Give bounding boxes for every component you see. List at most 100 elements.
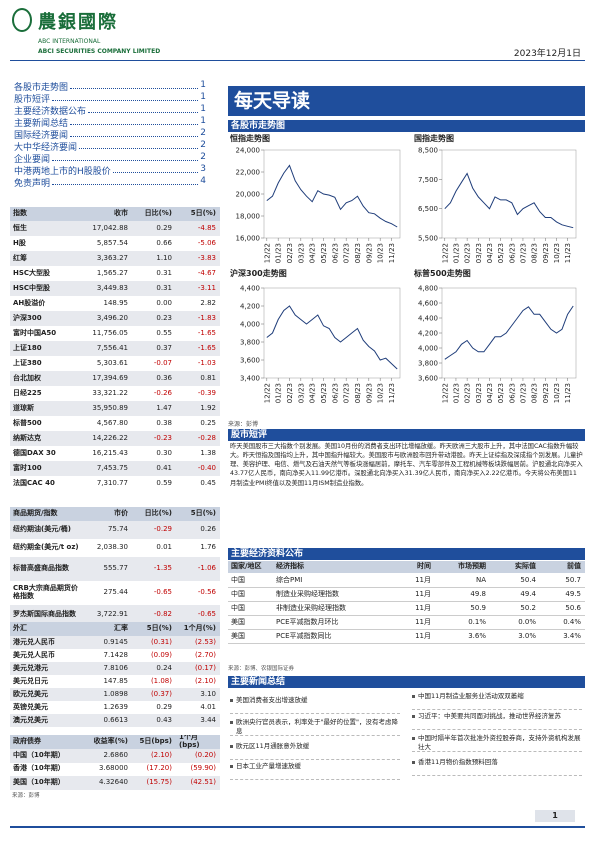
x-tick-label: 08/23	[354, 383, 362, 403]
table-cell: 0.29	[132, 221, 176, 236]
table-cell: 红筹	[10, 251, 80, 266]
table-cell: 11,756.05	[80, 326, 132, 341]
table-cell: -1.65	[176, 341, 220, 356]
table-cell: 上证180	[10, 341, 80, 356]
table-cell: AH股溢价	[10, 296, 80, 311]
y-tick-label: 5,500	[418, 235, 438, 243]
y-tick-label: 4,800	[418, 285, 438, 293]
x-tick-label: 07/23	[519, 243, 527, 263]
x-tick-label: 07/23	[343, 383, 351, 403]
table-cell: 5,857.54	[80, 236, 132, 251]
table-header: 市价	[80, 507, 132, 521]
table-cell: 2.6860	[80, 749, 132, 763]
table-header: 政府债券	[10, 735, 80, 749]
section-header: 股市短评	[228, 429, 585, 441]
x-tick-label: 01/23	[275, 243, 283, 263]
table-cell: HSC中型股	[10, 281, 80, 296]
table-cell: 1.0898	[80, 688, 132, 701]
table-cell: 3,363.27	[80, 251, 132, 266]
toc-leader	[70, 116, 199, 125]
table-cell: 0.55	[132, 326, 176, 341]
table-cell: 3.44	[176, 714, 220, 727]
table-cell: -1.06	[176, 557, 220, 581]
table-cell: 美国	[228, 630, 273, 644]
toc-leader	[70, 80, 199, 89]
news-bullet	[412, 761, 415, 764]
toc-title: 中港两地上市的H股股价	[14, 167, 111, 177]
table-cell: 7.8106	[80, 662, 132, 675]
toc-page: 2	[200, 128, 206, 138]
table-cell: (0.20)	[176, 749, 220, 763]
news-divider	[230, 759, 400, 760]
table-cell: 罗杰斯国际商品指数	[10, 605, 80, 625]
table-cell: -3.83	[176, 251, 220, 266]
toc-row: 中港两地上市的H股股价 3	[14, 164, 206, 177]
table-cell: 欧元兑美元	[10, 688, 80, 701]
toc-leader	[52, 152, 199, 161]
table-cell: 中国	[228, 602, 273, 616]
x-tick-label: 12/22	[263, 383, 271, 403]
table-cell: 0.31	[132, 281, 176, 296]
table-header: 外汇	[10, 622, 80, 636]
table-cell: 美国	[228, 616, 273, 630]
x-tick-label: 04/23	[486, 383, 494, 403]
table-cell: 0.0%	[490, 616, 540, 630]
table-cell: 17,042.88	[80, 221, 132, 236]
table-cell: 50.2	[490, 602, 540, 616]
charts: 恒指走势图 16,000 18,000 20,000 22,000 24,000 12/22…	[230, 134, 577, 403]
report-date: 2023年12月1日	[513, 49, 581, 59]
y-tick-label: 3,800	[418, 360, 438, 368]
table-header: 实际值	[490, 561, 540, 573]
table-cell: (0.17)	[176, 662, 220, 675]
table-cell: 35,950.89	[80, 401, 132, 416]
toc-row: 各股市走势图 1	[14, 80, 206, 93]
table-cell: 555.77	[80, 557, 132, 581]
chart-title: 沪深300走势图	[230, 268, 287, 278]
x-tick-label: 08/23	[531, 243, 539, 263]
x-tick-label: 12/22	[441, 243, 449, 263]
news-bullet	[230, 765, 233, 768]
news-divider	[230, 779, 400, 780]
table-cell: (0.37)	[132, 688, 176, 701]
toc-leader	[52, 92, 199, 101]
x-tick-label: 03/23	[297, 243, 305, 263]
table-cell: 11月	[383, 602, 435, 616]
table-cell: 5,303.61	[80, 356, 132, 371]
table-cell: 中国（10年期）	[10, 749, 80, 763]
company-en: ABCI SECURITIES COMPANY LIMITED	[38, 48, 161, 55]
table-cell: 7.1428	[80, 649, 132, 662]
toc-page: 3	[200, 164, 206, 174]
table-header: 时间	[383, 561, 435, 573]
table-cell: (59.90)	[176, 762, 220, 776]
table-cell: 4,567.80	[80, 416, 132, 431]
x-tick-label: 11/23	[388, 243, 396, 263]
table-cell: 0.36	[132, 371, 176, 386]
table-cell: 0.25	[176, 416, 220, 431]
table-header: 收益率(%)	[80, 735, 132, 749]
x-tick-label: 06/23	[331, 383, 339, 403]
x-tick-label: 02/23	[286, 243, 294, 263]
x-tick-label: 08/23	[354, 243, 362, 263]
y-tick-label: 6,500	[418, 205, 438, 213]
source-note: 来源：彭博、农银国际证券	[228, 666, 295, 672]
x-tick-label: 06/23	[331, 243, 339, 263]
table-cell: 0.23	[132, 311, 176, 326]
news-item: 香港11月物价指数预料回落	[418, 758, 498, 766]
news-bullet	[230, 699, 233, 702]
toc-row: 企业要闻 2	[14, 152, 206, 165]
table-header: 1个月(%)	[176, 622, 220, 636]
table-cell: 1.92	[176, 401, 220, 416]
table-cell: 0.30	[132, 446, 176, 461]
toc-leader	[70, 128, 199, 137]
table-header: 5日(%)	[176, 207, 220, 221]
table-cell: HSC大型股	[10, 266, 80, 281]
table-cell: 0.66	[132, 236, 176, 251]
news-item: 日本工业产量增速放缓	[236, 762, 301, 770]
toc-row: 免责声明 4	[14, 176, 206, 189]
table-cell: 1.47	[132, 401, 176, 416]
table-cell: 0.29	[132, 701, 176, 714]
x-tick-label: 12/22	[263, 243, 271, 263]
y-tick-label: 4,400	[418, 315, 438, 323]
table-cell: -0.65	[132, 581, 176, 605]
table-cell: -0.29	[132, 521, 176, 539]
